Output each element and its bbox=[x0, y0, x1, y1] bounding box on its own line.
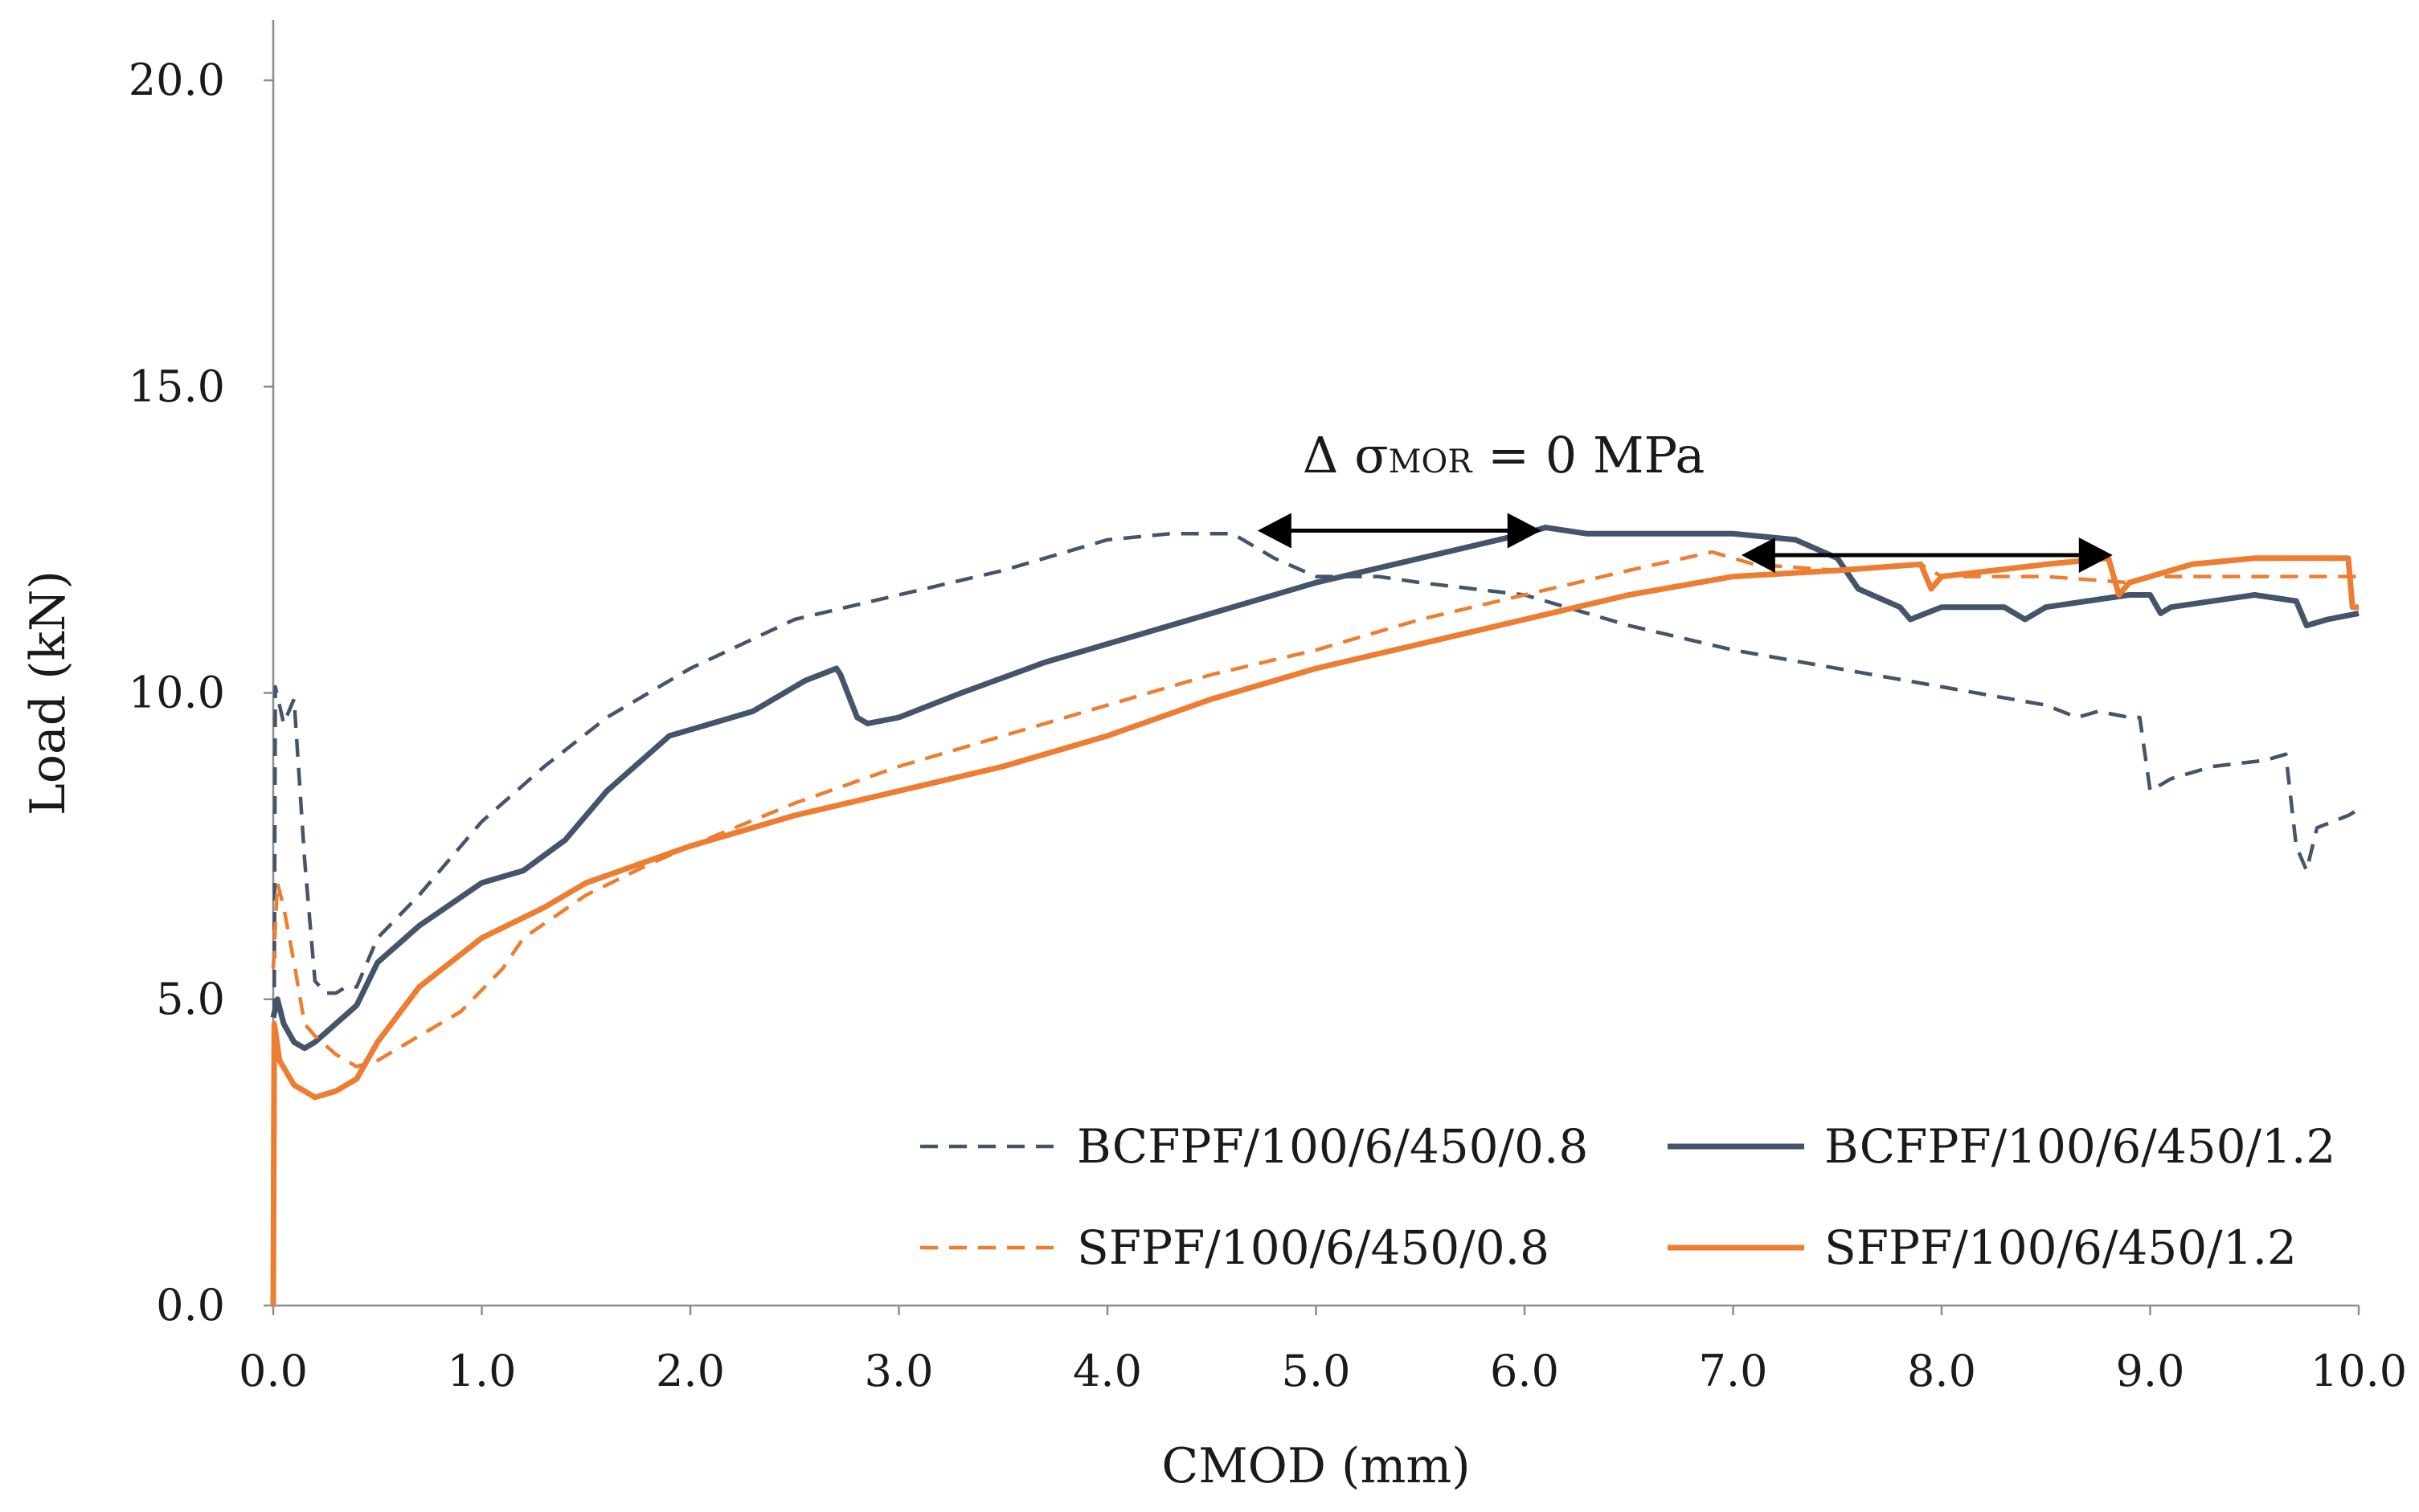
y-tick-label: 15.0 bbox=[129, 361, 225, 411]
series bbox=[270, 525, 2360, 1306]
series-line-sfpf-100-6-450-0-8 bbox=[271, 550, 2359, 1069]
x-tick-label: 6.0 bbox=[1490, 1346, 1559, 1396]
series-line-bcfpf-100-6-450-1-2 bbox=[270, 525, 2360, 1052]
arrowhead-left bbox=[1741, 537, 1775, 573]
x-tick-label: 3.0 bbox=[865, 1346, 934, 1396]
x-tick-label: 0.0 bbox=[239, 1346, 308, 1396]
x-tick-label: 9.0 bbox=[2116, 1346, 2185, 1396]
series-line-bcfpf-100-6-450-0-8 bbox=[271, 532, 2360, 1306]
arrowhead-left bbox=[1257, 513, 1291, 549]
x-tick-label: 1.0 bbox=[448, 1346, 517, 1396]
axes bbox=[272, 20, 2359, 1307]
ticks: 0.0 5.0 10.0 15.0 20.0 0.0 1.0 2.0 3.0 4.0 5.0 6.0 7… bbox=[129, 55, 2407, 1396]
y-axis-title: Load (kN) bbox=[20, 570, 76, 815]
y-tick-label: 10.0 bbox=[129, 668, 225, 718]
annotations: Δ σMOR = 0 MPa bbox=[1257, 426, 2113, 573]
legend: BCFPF/100/6/450/0.8 BCFPF/100/6/450/1.2 SF… bbox=[920, 1119, 2335, 1275]
y-tick-label: 5.0 bbox=[156, 974, 225, 1024]
x-tick-label: 4.0 bbox=[1073, 1346, 1142, 1396]
y-tick-label: 0.0 bbox=[156, 1280, 225, 1330]
legend-label-bcfpf-100-6-450-0-8: BCFPF/100/6/450/0.8 bbox=[1077, 1119, 1588, 1174]
series-line-sfpf-100-6-450-1-2 bbox=[270, 555, 2359, 1306]
x-tick-label: 7.0 bbox=[1699, 1346, 1768, 1396]
legend-label-sfpf-100-6-450-1-2: SFPF/100/6/450/1.2 bbox=[1824, 1220, 2297, 1275]
legend-label-bcfpf-100-6-450-1-2: BCFPF/100/6/450/1.2 bbox=[1824, 1119, 2335, 1174]
x-tick-label: 8.0 bbox=[1907, 1346, 1976, 1396]
x-axis-title: CMOD (mm) bbox=[1161, 1438, 1470, 1494]
x-tick-label: 5.0 bbox=[1282, 1346, 1351, 1396]
arrowhead-right bbox=[1507, 513, 1541, 549]
x-tick-label: 10.0 bbox=[2311, 1346, 2407, 1396]
annotation-delta-sigma-mor: Δ σMOR = 0 MPa bbox=[1303, 426, 1705, 484]
legend-label-sfpf-100-6-450-0-8: SFPF/100/6/450/0.8 bbox=[1077, 1220, 1549, 1275]
arrowhead-right bbox=[2078, 537, 2113, 573]
y-tick-label: 20.0 bbox=[129, 55, 225, 105]
x-tick-label: 2.0 bbox=[656, 1346, 725, 1396]
